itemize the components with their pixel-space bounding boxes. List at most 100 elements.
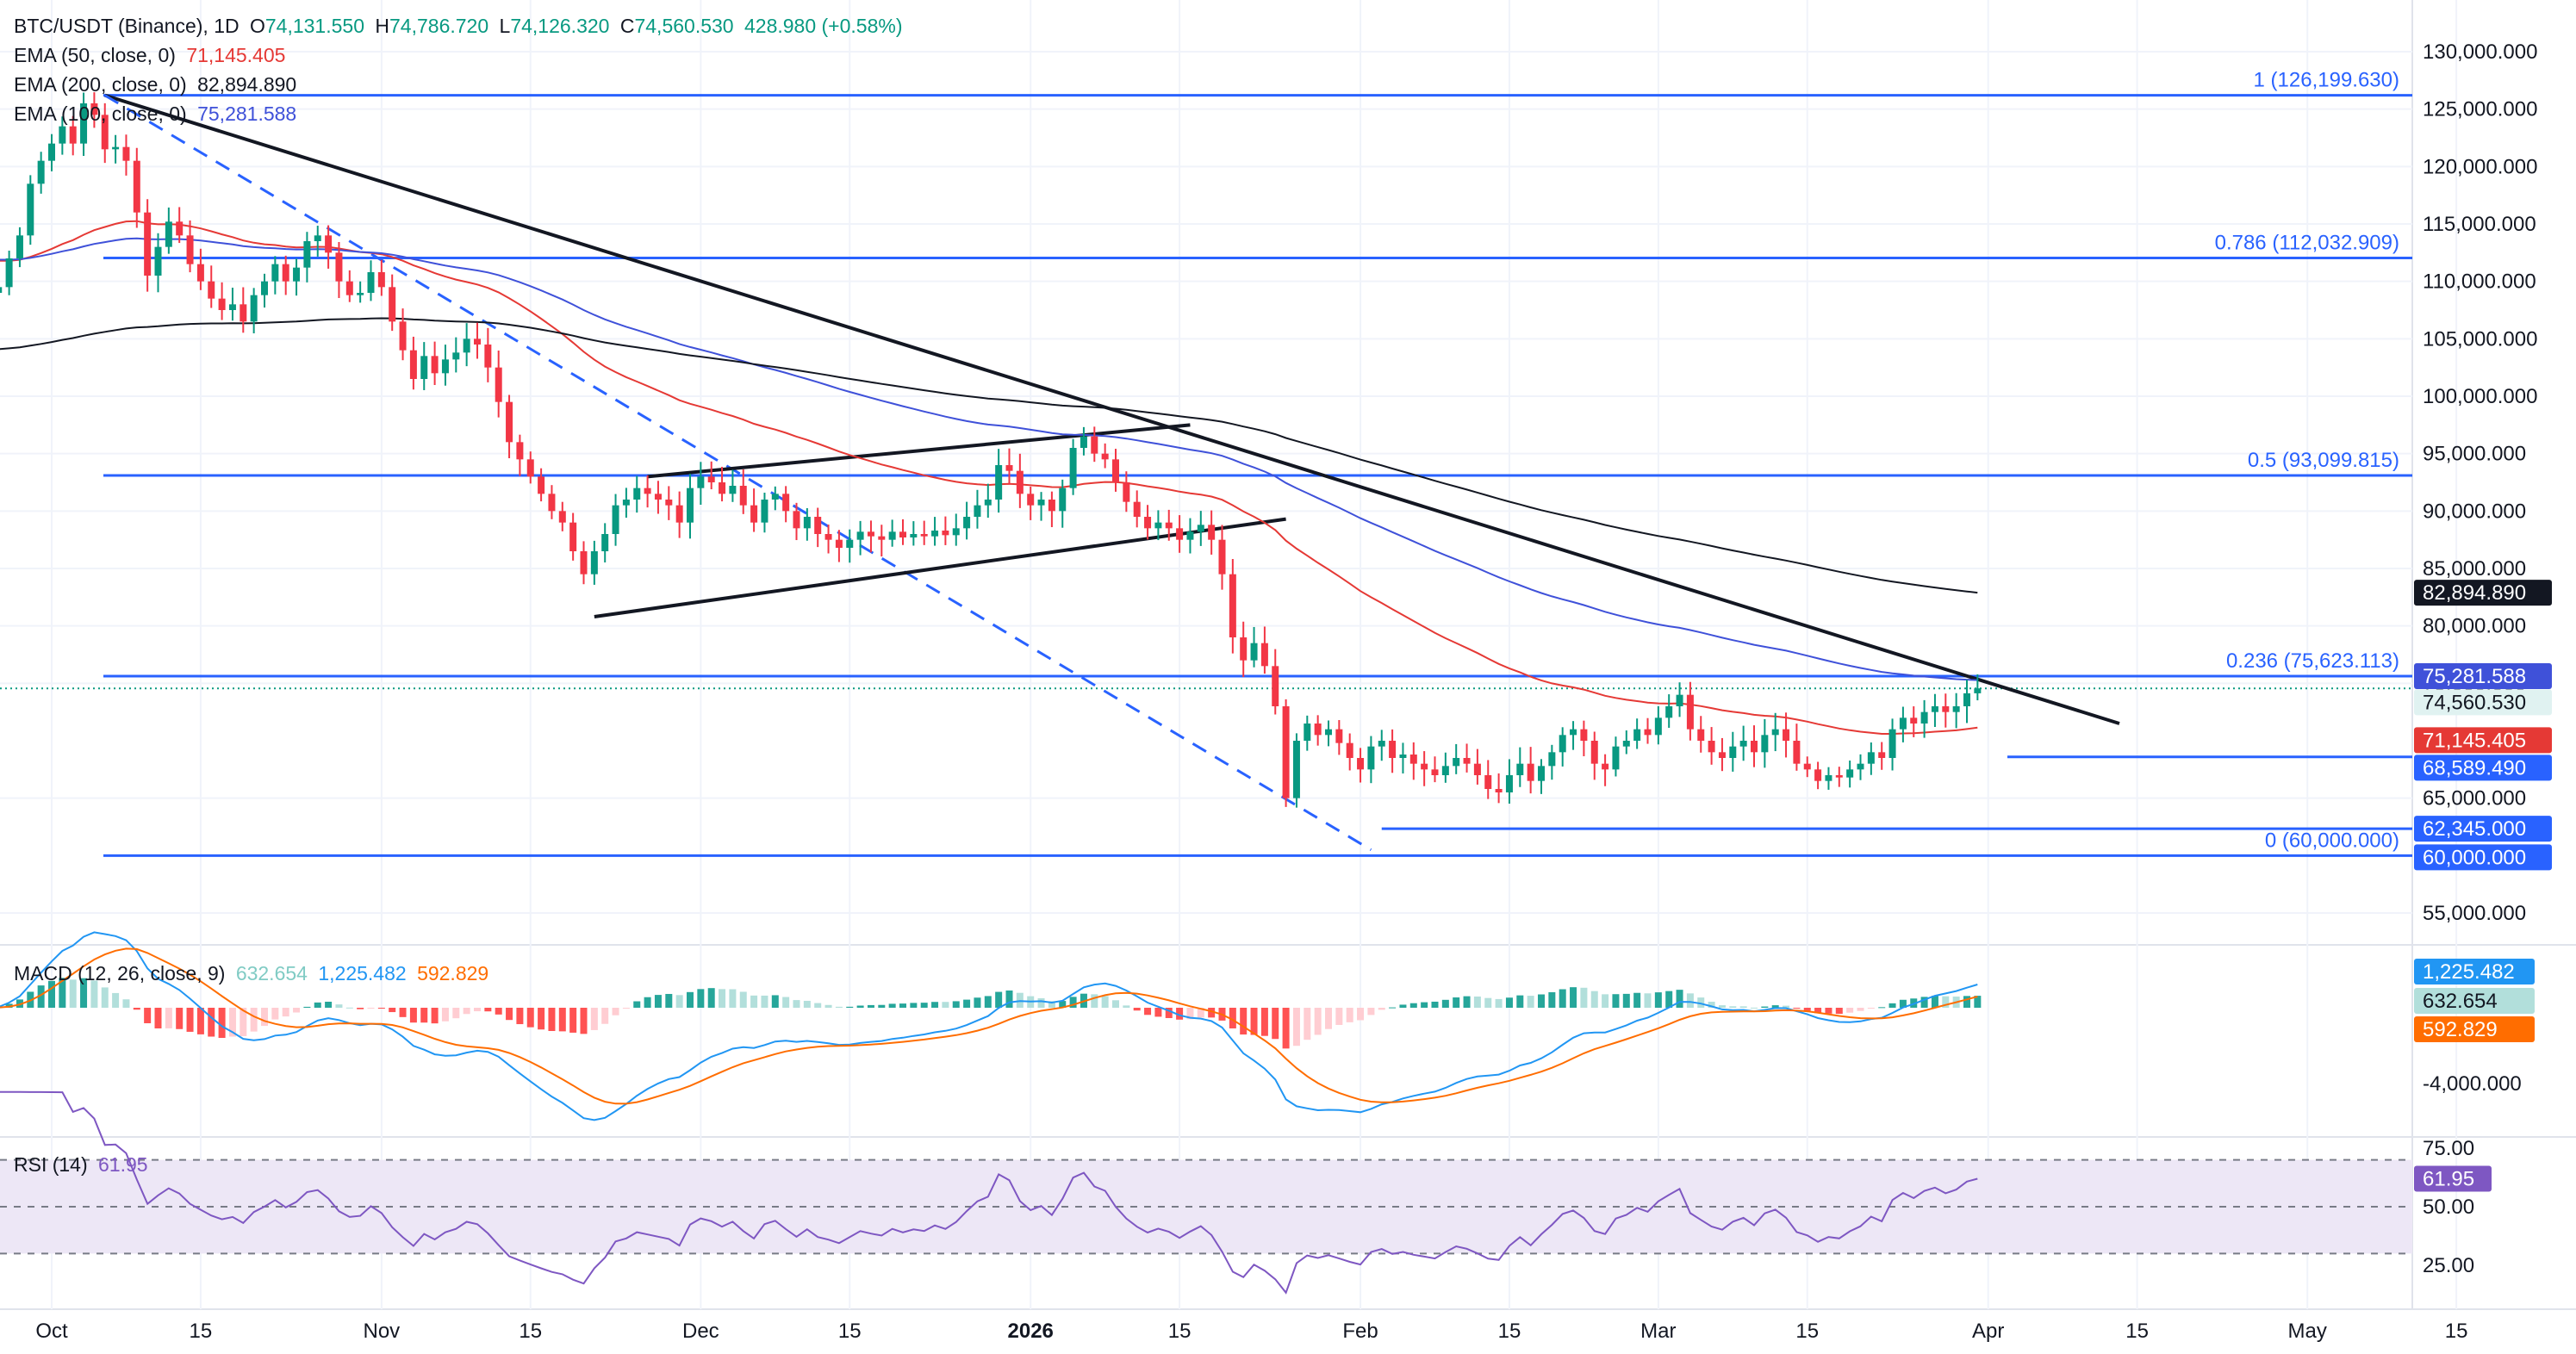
macd-histogram-bar	[633, 1001, 641, 1008]
candle-body	[1484, 775, 1492, 789]
symbol-title[interactable]: BTC/USDT (Binance), 1D	[14, 15, 240, 37]
ema100-legend[interactable]: EMA (100, close, 0) 75,281.588	[14, 102, 302, 126]
macd-line	[0, 931, 1978, 1121]
candle-body	[1154, 522, 1162, 529]
candle-body	[1751, 741, 1758, 753]
macd-badge-bg	[2414, 988, 2535, 1014]
macd-histogram-bar	[1888, 1003, 1896, 1008]
candle-body	[1016, 470, 1024, 494]
candle-body	[835, 539, 843, 548]
macd-histogram-bar	[1453, 997, 1460, 1008]
macd-histogram-bar	[558, 1008, 566, 1032]
time-axis[interactable]: Oct 15 Nov 15 Dec 15 2026 15 Feb 15 Mar 15 Apr 15 May 1…	[35, 1320, 2467, 1343]
price-tick-label: 85,000.000	[2423, 557, 2526, 581]
candle-body	[1186, 531, 1194, 540]
price-badge-bg	[2414, 816, 2552, 842]
macd-histogram-bar	[1793, 1008, 1801, 1009]
time-tick-label: 15	[1498, 1320, 1521, 1343]
macd-signal-value: 592.829	[417, 962, 489, 984]
macd-histogram-bar	[1367, 1008, 1375, 1016]
rsi-badge-bg	[2414, 1165, 2492, 1192]
rsi-legend[interactable]: RSI (14) 61.95	[14, 1152, 153, 1177]
macd-histogram-bar	[888, 1003, 896, 1008]
macd-histogram-bar	[1590, 991, 1598, 1008]
price-axis[interactable]: 130,000.000 125,000.000 120,000.000 115,000…	[2423, 40, 2537, 1277]
candle-body	[495, 367, 502, 402]
macd-histogram-bar	[228, 1008, 236, 1037]
candle-body	[1793, 741, 1801, 764]
macd-histogram-bar	[1229, 1008, 1236, 1028]
macd-histogram-bar	[1570, 987, 1577, 1008]
ema50-legend[interactable]: EMA (50, close, 0) 71,145.405	[14, 43, 290, 67]
candle-body	[399, 321, 407, 351]
macd-histogram-bar	[1899, 999, 1907, 1008]
macd-histogram-bar	[750, 995, 758, 1008]
macd-histogram-bar	[271, 1008, 279, 1020]
macd-histogram-bar	[1399, 1004, 1407, 1008]
price-tick-label: 115,000.000	[2423, 213, 2536, 236]
candle-body	[1091, 436, 1098, 454]
macd-histogram-bar	[154, 1008, 162, 1028]
candle-body	[1739, 741, 1747, 747]
ema100-label: EMA (100, close, 0)	[14, 102, 187, 125]
candle-body	[1633, 729, 1641, 741]
candle-body	[1123, 482, 1130, 502]
macd-histogram-bar	[90, 980, 98, 1008]
candle-body	[240, 304, 247, 322]
macd-histogram-bar	[920, 1003, 928, 1008]
macd-histogram-bar	[697, 989, 705, 1008]
candle-body	[1803, 763, 1811, 770]
candle-body	[1686, 694, 1694, 730]
candle-body	[1654, 717, 1662, 736]
price-tick-label: 95,000.000	[2423, 443, 2526, 466]
macd-histogram-bar	[1718, 1005, 1726, 1008]
ema50-value: 71,145.405	[186, 44, 286, 66]
candle-body	[1112, 459, 1119, 482]
macd-histogram-bar	[1963, 996, 1970, 1008]
candle-body	[931, 531, 939, 537]
macd-histogram-bar	[622, 1008, 630, 1009]
macd-tick-label: -4,000.000	[2423, 1072, 2522, 1096]
macd-histogram-bar	[250, 1008, 258, 1032]
macd-histogram-bar	[1761, 1006, 1769, 1008]
candle-body	[910, 534, 918, 537]
macd-histogram-bar	[580, 1008, 588, 1034]
candle-body	[1441, 766, 1449, 775]
macd-histogram-bar	[1548, 991, 1556, 1008]
macd-histogram-bar	[1920, 997, 1928, 1008]
candle-body	[1473, 763, 1481, 775]
macd-histogram-bar	[1857, 1008, 1864, 1011]
candle-body	[463, 338, 470, 353]
macd-histogram-bar	[1538, 994, 1545, 1008]
fib-level-label: 0.5 (93,099.815)	[2248, 449, 2399, 472]
macd-histogram-bar	[474, 1008, 481, 1012]
macd-histogram-bar	[612, 1008, 619, 1016]
ema200-legend[interactable]: EMA (200, close, 0) 82,894.890	[14, 72, 302, 96]
high-label: H	[375, 15, 390, 37]
price-badge-label: 60,000.000	[2423, 846, 2526, 869]
macd-histogram-bar	[942, 1002, 949, 1008]
candle-body	[69, 126, 77, 144]
candle-body	[208, 281, 215, 299]
macd-histogram-bar	[1059, 1001, 1067, 1008]
macd-histogram-bar	[1292, 1008, 1300, 1047]
trendline-drawings[interactable]	[103, 93, 2120, 851]
candle-body	[1942, 706, 1950, 712]
macd-legend[interactable]: MACD (12, 26, close, 9) 632.654 1,225.48…	[14, 961, 494, 985]
candle-body	[1463, 758, 1471, 764]
time-tick-label: May	[2288, 1320, 2327, 1343]
candle-body	[1867, 752, 1875, 764]
fib-level-label: 0.786 (112,032.909)	[2215, 232, 2399, 255]
candle-body	[90, 103, 98, 115]
macd-histogram-bar	[1112, 1000, 1119, 1008]
ema100-value: 75,281.588	[197, 102, 297, 125]
rsi-line	[0, 1090, 1978, 1295]
triangle-upper-line	[647, 423, 1191, 479]
macd-histogram-bar	[952, 1001, 960, 1008]
candle-body	[293, 267, 301, 282]
candle-body	[920, 534, 928, 537]
candle-body	[1069, 448, 1077, 488]
macd-histogram-bar	[1697, 997, 1705, 1008]
candle-body	[1037, 500, 1045, 506]
